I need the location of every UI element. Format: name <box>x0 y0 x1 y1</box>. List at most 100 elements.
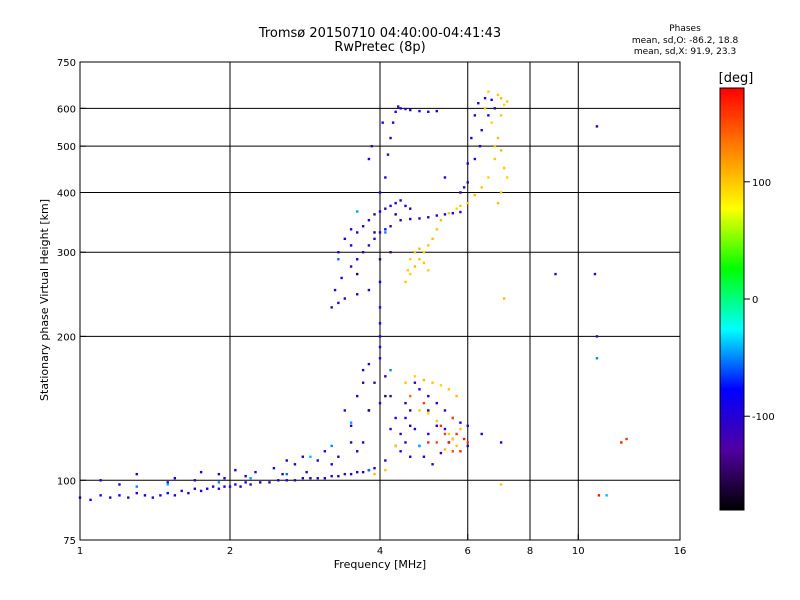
y-tick-label: 750 <box>57 58 76 69</box>
data-point <box>151 496 155 499</box>
data-point <box>143 494 147 497</box>
data-point <box>180 489 183 493</box>
data-point <box>316 477 319 480</box>
data-point <box>404 204 407 208</box>
data-point <box>459 450 462 453</box>
data-point <box>595 335 599 338</box>
data-point <box>373 213 376 216</box>
data-point <box>373 466 376 470</box>
data-point <box>427 244 430 247</box>
data-point <box>391 121 395 124</box>
data-point <box>435 441 438 444</box>
data-point <box>330 444 333 448</box>
data-point <box>349 228 353 231</box>
data-point <box>349 424 353 428</box>
data-point <box>361 368 365 372</box>
x-tick-label: 6 <box>465 546 471 557</box>
data-point <box>409 108 412 112</box>
x-tick-label: 2 <box>227 546 233 557</box>
stats-heading: Phases <box>669 24 701 34</box>
data-point <box>443 176 447 179</box>
data-point <box>396 105 400 108</box>
data-point <box>301 477 305 480</box>
data-point <box>343 237 347 241</box>
data-point <box>451 437 455 441</box>
data-point <box>496 136 500 140</box>
data-point <box>118 494 121 497</box>
data-point <box>373 381 376 384</box>
data-point <box>394 201 397 205</box>
chart-subtitle: RwPretec (8p) <box>334 40 426 55</box>
data-point <box>404 381 407 384</box>
data-point <box>404 401 407 405</box>
data-point <box>493 157 497 161</box>
data-point <box>399 450 402 453</box>
data-point <box>597 494 601 497</box>
data-point <box>367 362 371 366</box>
data-point <box>502 297 506 300</box>
data-point <box>293 463 297 466</box>
data-point <box>361 441 365 444</box>
data-point <box>323 450 327 453</box>
data-point <box>473 114 477 117</box>
y-tick-label: 300 <box>57 248 76 259</box>
data-point <box>367 157 371 161</box>
data-point <box>330 463 333 466</box>
data-point <box>418 444 421 448</box>
data-point <box>217 472 221 476</box>
data-point <box>349 244 353 247</box>
data-point <box>404 441 407 444</box>
data-point <box>355 293 359 296</box>
data-point <box>427 409 430 412</box>
data-point <box>367 244 371 247</box>
data-point <box>499 96 503 100</box>
data-point <box>413 375 417 378</box>
data-point <box>355 210 359 213</box>
data-point <box>483 107 487 110</box>
data-point <box>422 401 426 405</box>
data-point <box>373 231 376 234</box>
data-point <box>394 110 397 114</box>
data-point <box>389 136 392 140</box>
data-point <box>361 381 365 384</box>
data-point <box>234 468 237 472</box>
data-point <box>386 153 390 156</box>
data-point <box>135 491 138 495</box>
x-axis-ticks: 1 2 4 6 8 10 16 <box>77 534 686 557</box>
data-point <box>443 448 447 451</box>
data-point <box>409 217 412 221</box>
data-point <box>223 485 226 488</box>
x-tick-label: 4 <box>377 546 383 557</box>
data-point <box>399 432 402 436</box>
data-point <box>455 207 458 210</box>
y-tick-label: 100 <box>57 476 76 487</box>
data-point <box>285 472 288 476</box>
data-point <box>349 421 353 424</box>
data-point <box>361 470 365 474</box>
data-point <box>99 479 102 482</box>
data-point <box>418 258 421 261</box>
data-point <box>349 472 353 476</box>
data-point <box>361 251 365 254</box>
data-point <box>367 288 371 292</box>
data-point <box>496 201 500 205</box>
data-point <box>355 450 359 453</box>
data-point <box>373 237 376 241</box>
data-point <box>483 96 487 100</box>
data-point <box>447 432 451 436</box>
data-point <box>439 384 443 387</box>
data-point <box>406 269 410 272</box>
data-point <box>199 489 203 493</box>
data-point <box>285 459 288 462</box>
data-point <box>384 459 387 462</box>
data-point <box>462 186 466 189</box>
data-point <box>422 261 426 265</box>
data-point <box>367 409 371 412</box>
data-point <box>478 144 482 148</box>
data-point <box>480 186 483 189</box>
x-tick-label: 10 <box>572 546 585 557</box>
data-point <box>378 335 382 338</box>
data-point <box>409 424 412 428</box>
data-point <box>427 441 430 444</box>
data-point <box>496 93 500 97</box>
